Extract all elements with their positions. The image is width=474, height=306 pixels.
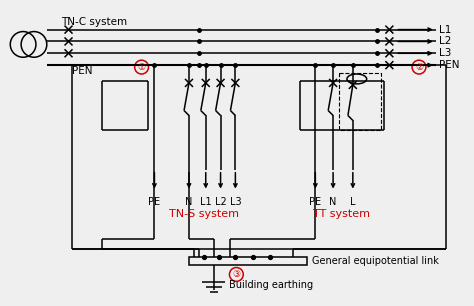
Text: N: N bbox=[329, 197, 337, 207]
Text: TN-S system: TN-S system bbox=[169, 209, 239, 219]
Text: PE: PE bbox=[309, 197, 321, 207]
Text: L: L bbox=[350, 197, 356, 207]
Text: General equipotential link: General equipotential link bbox=[312, 256, 439, 266]
Text: TN-C system: TN-C system bbox=[61, 17, 127, 27]
Text: ②: ② bbox=[415, 63, 423, 72]
Text: L1: L1 bbox=[200, 197, 211, 207]
Text: L3: L3 bbox=[229, 197, 241, 207]
Text: PE: PE bbox=[148, 197, 161, 207]
Text: L2: L2 bbox=[215, 197, 227, 207]
Text: PEN: PEN bbox=[439, 60, 459, 70]
Text: L2: L2 bbox=[439, 36, 451, 47]
Text: Building earthing: Building earthing bbox=[229, 280, 314, 290]
Text: N: N bbox=[185, 197, 192, 207]
Text: ①: ① bbox=[137, 63, 146, 72]
Text: L1: L1 bbox=[439, 24, 451, 35]
Bar bbox=[189, 257, 308, 265]
Text: L3: L3 bbox=[439, 48, 451, 58]
Text: TT system: TT system bbox=[313, 209, 371, 219]
Text: PEN: PEN bbox=[73, 66, 93, 76]
Text: ③: ③ bbox=[232, 270, 240, 279]
Bar bbox=[339, 73, 382, 130]
